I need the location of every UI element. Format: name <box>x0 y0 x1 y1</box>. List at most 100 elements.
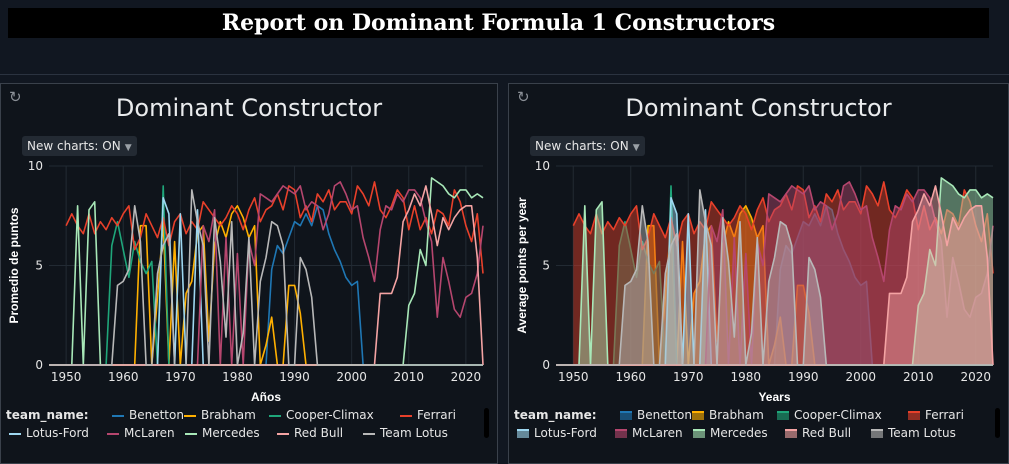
legend-scrollbar[interactable] <box>995 408 1000 438</box>
legend-label: Ferrari <box>417 408 456 422</box>
legend-item-mclaren[interactable]: McLaren <box>107 426 175 440</box>
x-tick-label: 1970 <box>673 370 704 384</box>
chart-title: Dominant Constructor <box>625 94 892 122</box>
legend-item-brabham[interactable]: Brabham <box>184 408 256 422</box>
x-axis-label: Años <box>251 390 281 404</box>
legend-swatch <box>785 429 797 438</box>
x-tick-label: 2020 <box>451 370 482 384</box>
x-tick-label: 1960 <box>108 370 139 384</box>
x-tick-label: 1960 <box>615 370 646 384</box>
x-tick-label: 1950 <box>558 370 589 384</box>
legend-item-mercedes[interactable]: Mercedes <box>693 426 768 440</box>
x-tick-label: 2000 <box>845 370 876 384</box>
area-cooper-climax <box>556 185 993 365</box>
legend-swatch <box>269 414 281 417</box>
y-axis-label: Average points per year <box>515 197 529 334</box>
area-mclaren <box>556 181 993 365</box>
legend-item-cooper-climax[interactable]: Cooper-Climax <box>777 408 882 422</box>
series-line-team-lotus <box>556 189 993 366</box>
refresh-icon[interactable]: ↻ <box>9 88 22 106</box>
report-title: Report on Dominant Formula 1 Constructor… <box>221 10 776 36</box>
legend-item-benetton[interactable]: Benetton <box>112 408 184 422</box>
chart-title: Dominant Constructor <box>115 94 383 122</box>
legend-item-ferrari[interactable]: Ferrari <box>400 408 456 422</box>
legend-label: Mercedes <box>202 426 260 440</box>
legend-label: Cooper-Climax <box>286 408 374 422</box>
series-line-ferrari <box>572 181 994 274</box>
x-axis-label: Years <box>758 390 790 404</box>
legend-swatch <box>9 432 21 435</box>
legend-item-mclaren[interactable]: McLaren <box>615 426 683 440</box>
legend-swatch <box>112 414 124 417</box>
x-tick-label: 1990 <box>788 370 819 384</box>
area-red-bull <box>556 185 993 365</box>
area-mercedes <box>556 177 993 365</box>
legend-label: Red Bull <box>294 426 344 440</box>
legend-label: Benetton <box>129 408 184 422</box>
legend-label: Red Bull <box>802 426 852 440</box>
area-team-lotus <box>556 189 993 365</box>
x-tick-label: 2010 <box>903 370 934 384</box>
toggle-label: New charts: ON <box>27 139 121 153</box>
legend-swatch <box>693 429 705 438</box>
chart-legend: team_name: Benetton Brabham Cooper-Climax Fe… <box>6 408 486 444</box>
x-tick-label: 1970 <box>165 370 196 384</box>
legend-label: McLaren <box>124 426 175 440</box>
legend-item-red-bull[interactable]: Red Bull <box>277 426 343 440</box>
legend-swatch <box>908 411 920 420</box>
series-line-red-bull <box>49 185 484 366</box>
legend-swatch <box>871 429 883 438</box>
series-line-mercedes <box>49 177 484 366</box>
legend-scrollbar[interactable] <box>484 408 489 438</box>
legend-label: Brabham <box>709 408 764 422</box>
legend-item-red-bull[interactable]: Red Bull <box>785 426 851 440</box>
new-charts-toggle[interactable]: New charts: ON ▼ <box>530 136 645 156</box>
x-tick-label: 2000 <box>336 370 367 384</box>
legend-item-ferrari[interactable]: Ferrari <box>908 408 964 422</box>
y-tick-label: 5 <box>542 259 550 273</box>
legend-item-team-lotus[interactable]: Team Lotus <box>871 426 956 440</box>
report-header: Report on Dominant Formula 1 Constructor… <box>8 8 989 38</box>
legend-label: Team Lotus <box>380 426 448 440</box>
header-divider <box>0 74 1009 75</box>
legend-item-cooper-climax[interactable]: Cooper-Climax <box>269 408 374 422</box>
toggle-label: New charts: ON <box>535 139 629 153</box>
legend-swatch <box>277 432 289 435</box>
legend-label: McLaren <box>632 426 683 440</box>
x-tick-label: 1950 <box>51 370 82 384</box>
legend-item-lotus-ford[interactable]: Lotus-Ford <box>517 426 597 440</box>
area-chart: 1950 1960 1970 1980 1990 2000 2010 2020 0 5 10 Year… <box>515 160 994 404</box>
legend-label: Lotus-Ford <box>26 426 89 440</box>
x-tick-label: 1990 <box>279 370 310 384</box>
x-tick-label: 1980 <box>730 370 761 384</box>
legend-item-brabham[interactable]: Brabham <box>692 408 764 422</box>
chart-panel-right: ↻ Dominant Constructor New charts: ON ▼ 1… <box>508 83 1009 464</box>
chart-panel-left: ↻ Dominant Constructor New charts: ON ▼ 1… <box>0 83 498 464</box>
legend-label: Cooper-Climax <box>794 408 882 422</box>
y-tick-label: 10 <box>28 160 43 173</box>
legend-label: Mercedes <box>710 426 768 440</box>
x-tick-label: 2020 <box>960 370 991 384</box>
y-axis-label: Promedio de puntos <box>7 207 21 323</box>
y-tick-label: 5 <box>35 259 43 273</box>
series-line-team-lotus <box>49 189 483 366</box>
legend-item-mercedes[interactable]: Mercedes <box>185 426 260 440</box>
legend-title: team_name: <box>6 408 89 422</box>
chart-legend: team_name: Benetton Brabham Cooper-Climax Fe… <box>514 408 994 444</box>
legend-label: Team Lotus <box>888 426 956 440</box>
chevron-down-icon: ▼ <box>632 143 640 153</box>
legend-swatch <box>620 411 632 420</box>
legend-swatch <box>184 414 196 417</box>
series-line-red-bull <box>556 185 994 366</box>
legend-label: Lotus-Ford <box>534 426 597 440</box>
legend-label: Ferrari <box>925 408 964 422</box>
y-tick-label: 10 <box>535 160 550 173</box>
legend-item-team-lotus[interactable]: Team Lotus <box>363 426 448 440</box>
legend-label: Brabham <box>201 408 256 422</box>
legend-item-lotus-ford[interactable]: Lotus-Ford <box>9 426 89 440</box>
new-charts-toggle[interactable]: New charts: ON ▼ <box>22 136 137 156</box>
legend-item-benetton[interactable]: Benetton <box>620 408 692 422</box>
series-line-mclaren <box>556 181 994 366</box>
refresh-icon[interactable]: ↻ <box>517 88 530 106</box>
legend-swatch <box>185 432 197 435</box>
